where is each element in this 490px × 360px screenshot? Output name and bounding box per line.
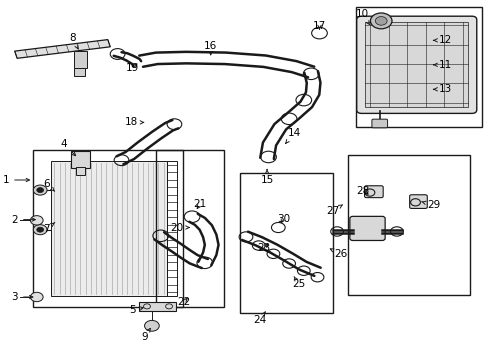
Text: 11: 11: [434, 60, 453, 70]
Circle shape: [145, 320, 159, 331]
Text: 2: 2: [11, 215, 35, 225]
Text: 13: 13: [434, 84, 453, 94]
Bar: [33, 150, 183, 307]
FancyBboxPatch shape: [365, 186, 383, 198]
Bar: [76, 167, 85, 175]
Text: 7: 7: [43, 222, 55, 234]
Text: 20: 20: [170, 222, 189, 233]
Text: 27: 27: [326, 205, 343, 216]
Text: 9: 9: [141, 328, 150, 342]
Circle shape: [375, 17, 387, 25]
Text: 24: 24: [253, 312, 267, 325]
Text: 25: 25: [292, 276, 306, 289]
Bar: [348, 155, 470, 295]
FancyBboxPatch shape: [350, 216, 385, 240]
Circle shape: [370, 13, 392, 29]
FancyBboxPatch shape: [372, 119, 388, 128]
Circle shape: [37, 188, 44, 193]
Text: 12: 12: [434, 35, 453, 45]
Text: 14: 14: [286, 128, 301, 143]
Text: 5: 5: [129, 305, 143, 315]
FancyBboxPatch shape: [71, 151, 90, 168]
Text: 1: 1: [2, 175, 29, 185]
Text: 26: 26: [330, 249, 347, 259]
Text: 3: 3: [11, 292, 33, 302]
Text: 6: 6: [43, 179, 55, 191]
Text: 10: 10: [356, 9, 369, 24]
Text: 30: 30: [277, 214, 290, 224]
Text: 8: 8: [69, 33, 78, 49]
Text: 16: 16: [204, 41, 218, 55]
Bar: [167, 161, 177, 296]
FancyBboxPatch shape: [410, 195, 427, 208]
Text: 15: 15: [260, 170, 274, 185]
Bar: [156, 150, 224, 307]
Text: 19: 19: [125, 63, 139, 73]
Bar: [74, 68, 85, 76]
Text: 17: 17: [313, 21, 326, 31]
Text: 18: 18: [124, 117, 144, 127]
Bar: [74, 51, 87, 68]
Circle shape: [33, 225, 47, 235]
Circle shape: [30, 216, 43, 225]
Bar: [240, 173, 333, 313]
Bar: [365, 22, 468, 107]
Text: 4: 4: [60, 139, 75, 156]
Bar: [51, 161, 167, 296]
Circle shape: [33, 185, 47, 195]
Circle shape: [37, 227, 44, 232]
Text: 29: 29: [421, 200, 441, 210]
Bar: [356, 7, 482, 127]
Circle shape: [30, 292, 43, 302]
FancyBboxPatch shape: [139, 302, 176, 311]
Text: 21: 21: [193, 199, 207, 210]
Text: 28: 28: [356, 186, 369, 196]
FancyBboxPatch shape: [357, 16, 477, 113]
Text: 23: 23: [257, 243, 270, 253]
Polygon shape: [15, 40, 110, 58]
Text: 22: 22: [177, 297, 191, 307]
